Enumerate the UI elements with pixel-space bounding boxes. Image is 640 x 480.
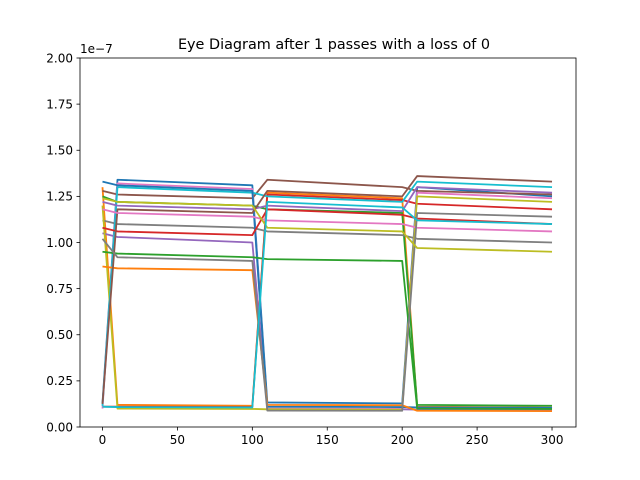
series-line-17: [102, 208, 553, 233]
x-tick-label: 0: [99, 433, 107, 447]
x-tick-label: 100: [241, 433, 264, 447]
series-line-20: [102, 201, 553, 409]
y-tick-label: 2.00: [46, 51, 73, 65]
axes-layer: 0 50 100 150 200 250 300 0.00 0.25 0.50 0.75 1.00 1.…: [46, 51, 563, 447]
y-tick-label: 0.25: [46, 374, 73, 388]
series-line-16: [101, 175, 553, 405]
series-line-18: [101, 212, 553, 412]
series-line-10: [101, 180, 553, 406]
x-tick-label: 300: [541, 433, 564, 447]
y-tick-label: 1.75: [46, 97, 73, 111]
series-line-13: [102, 250, 553, 410]
y-tick-label: 0.50: [46, 328, 73, 342]
y-tick-label: 0.75: [46, 282, 73, 296]
x-tick-label: 200: [391, 433, 414, 447]
x-tick-label: 150: [316, 433, 339, 447]
y-tick-label: 1.00: [46, 236, 73, 250]
y-tick-label: 1.50: [46, 144, 73, 158]
x-tick-label: 50: [170, 433, 185, 447]
chart-title: Eye Diagram after 1 passes with a loss o…: [178, 37, 490, 53]
series-line-19: [102, 197, 553, 253]
plot-frame: [79, 57, 577, 428]
x-tick-label: 250: [466, 433, 489, 447]
y-tick-label: 0.00: [46, 420, 73, 434]
series-line-8: [102, 219, 553, 244]
series-layer: [101, 175, 553, 413]
y-tick-label: 1.25: [46, 190, 73, 204]
y-axis-offset-label: 1e−7: [80, 42, 113, 56]
